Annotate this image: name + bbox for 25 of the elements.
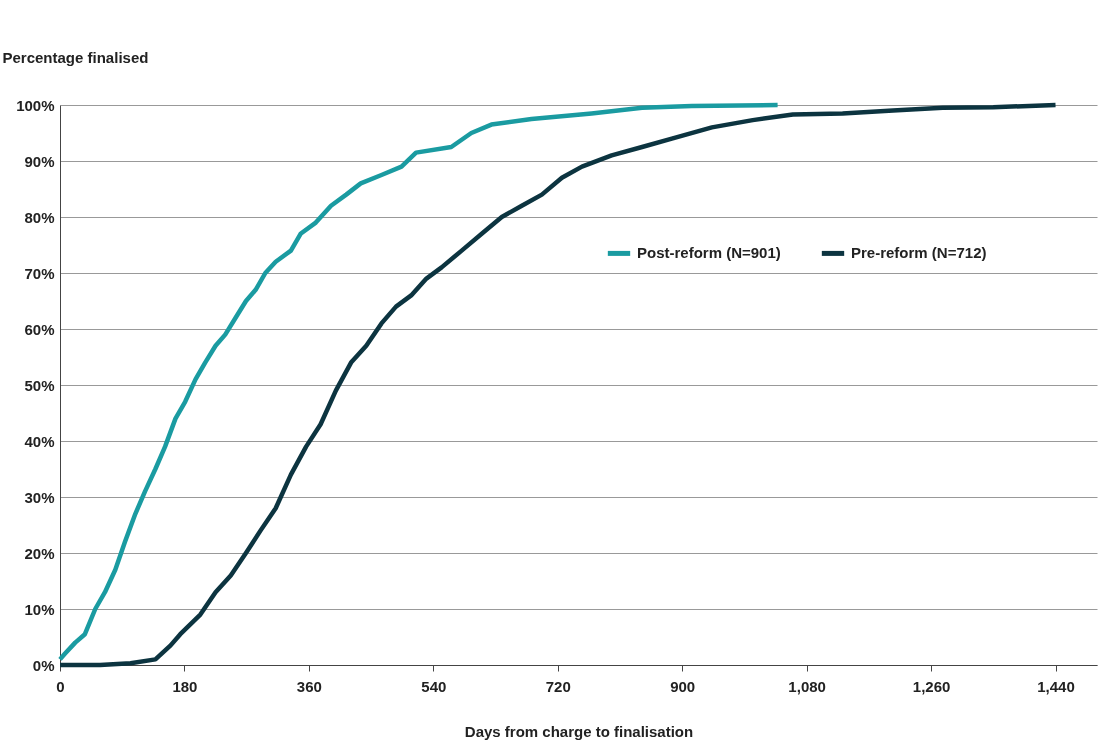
y-tick-label: 30% bbox=[24, 488, 55, 506]
x-tick-label: 1,080 bbox=[788, 677, 826, 695]
y-tick-label: 50% bbox=[24, 376, 55, 394]
y-tick-label: 90% bbox=[24, 152, 55, 170]
x-tick-label: 180 bbox=[172, 677, 198, 695]
y-tick-label: 80% bbox=[24, 208, 55, 226]
x-tick-label: 720 bbox=[545, 677, 571, 695]
y-tick-label: 20% bbox=[24, 544, 55, 562]
y-tick-label: 10% bbox=[24, 600, 55, 618]
y-tick-label: 40% bbox=[24, 432, 55, 450]
x-tick-label: 900 bbox=[670, 677, 696, 695]
x-tick-label: 1,440 bbox=[1037, 677, 1075, 695]
line-series bbox=[57, 102, 780, 662]
x-axis-title: Days from charge to finalisation bbox=[464, 722, 694, 740]
x-tick-label: 360 bbox=[296, 677, 322, 695]
y-tick-label: 100% bbox=[16, 96, 55, 114]
x-tick-label: 0 bbox=[56, 677, 65, 695]
legend-label: Pre-reform (N=712) bbox=[851, 244, 987, 262]
x-tick-label: 1,260 bbox=[912, 677, 951, 695]
legend-label: Post-reform (N=901) bbox=[637, 244, 781, 262]
y-tick-label: 60% bbox=[24, 320, 55, 338]
y-tick-label: 70% bbox=[24, 264, 55, 282]
x-tick-label: 540 bbox=[421, 677, 447, 695]
y-tick-label: 0% bbox=[32, 656, 55, 674]
y-axis-title: Percentage finalised bbox=[2, 48, 149, 66]
